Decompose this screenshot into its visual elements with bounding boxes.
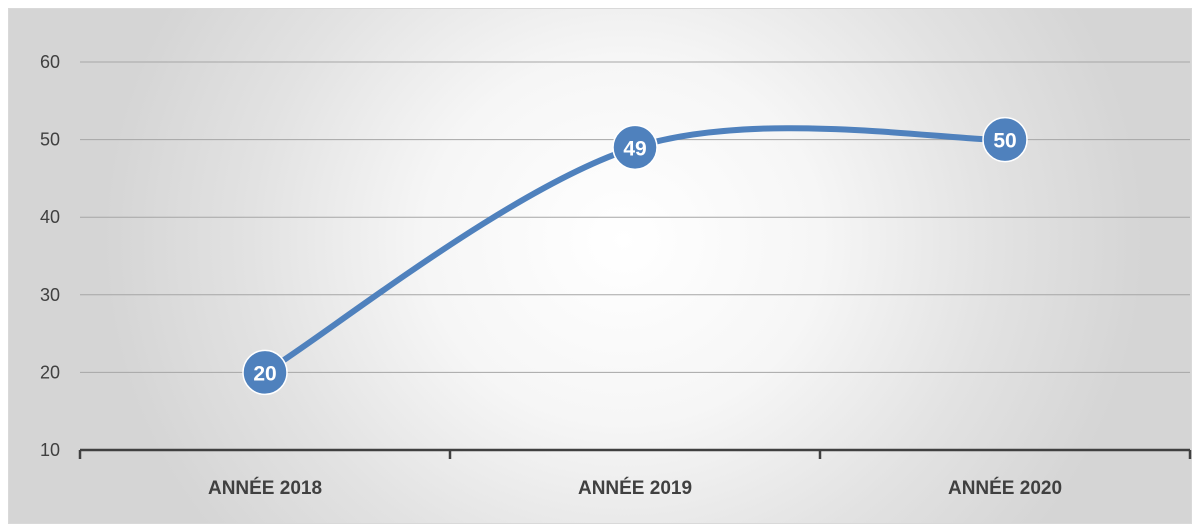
data-label: 20	[253, 362, 276, 385]
data-point	[242, 349, 288, 396]
data-point	[612, 124, 658, 171]
x-tick-label: ANNÉE 2018	[208, 477, 322, 499]
data-point	[982, 116, 1028, 163]
y-tick-label: 30	[40, 285, 60, 305]
data-labels: 20 49 50	[242, 116, 1028, 396]
x-tick-label: ANNÉE 2019	[578, 477, 692, 499]
gridlines	[80, 61, 1190, 373]
y-tick-label: 60	[40, 52, 60, 72]
y-axis: 10 20 30 40 50 60	[40, 52, 60, 460]
x-tick-label: ANNÉE 2020	[948, 477, 1062, 499]
data-label: 49	[623, 137, 646, 160]
y-tick-label: 50	[40, 130, 60, 150]
y-tick-label: 40	[40, 207, 60, 227]
y-tick-label: 10	[40, 440, 60, 460]
data-label: 50	[993, 130, 1016, 153]
y-tick-label: 20	[40, 362, 60, 382]
chart-area	[8, 8, 1192, 524]
x-axis: ANNÉE 2018 ANNÉE 2019 ANNÉE 2020	[78, 448, 1192, 499]
